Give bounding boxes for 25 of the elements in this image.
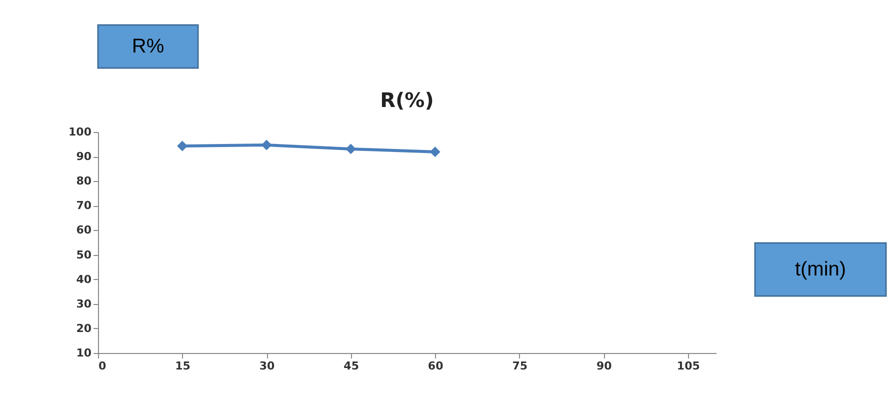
chart-title: R(%) [380, 88, 434, 112]
y-tick-label: 40 [76, 272, 92, 286]
y-tick-label: 90 [76, 150, 92, 164]
point [346, 144, 356, 154]
y-tick-label: 10 [76, 346, 92, 360]
x-axis-title: t(min) [794, 258, 846, 280]
y-axis-title: R% [132, 36, 164, 58]
x-tick-label: 45 [344, 360, 359, 372]
point [177, 140, 188, 152]
y-tick-label: 50 [76, 248, 92, 262]
x-tick-label: 15 [175, 360, 190, 372]
y-tick-label: 60 [76, 224, 92, 237]
y-tick-label: 100 [68, 126, 92, 138]
x-tick-label: 30 [259, 360, 276, 372]
x-tick-label: 75 [512, 360, 528, 372]
x-tick-label: 90 [596, 360, 612, 372]
y-tick-label: 30 [76, 297, 92, 310]
y-tick-label: 70 [76, 199, 92, 212]
x-tick-label: 0 [98, 360, 106, 372]
x-tick-label: 60 [428, 360, 444, 372]
point [261, 140, 272, 150]
x-tick-label: 105 [676, 360, 700, 372]
y-tick-label: 80 [76, 174, 92, 188]
y-tick-label: 20 [76, 322, 92, 335]
point [430, 146, 440, 158]
